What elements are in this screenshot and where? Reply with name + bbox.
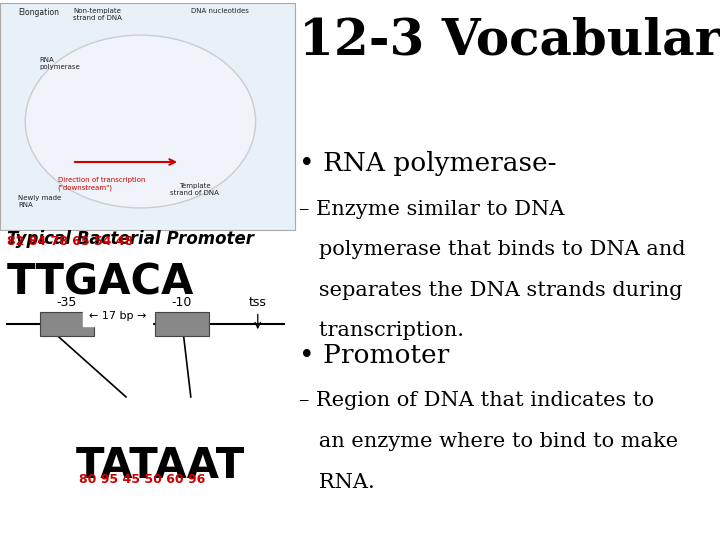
Text: separates the DNA strands during: separates the DNA strands during (299, 281, 683, 300)
Text: -35: -35 (56, 296, 76, 309)
Text: 80 95 45 50 60 96: 80 95 45 50 60 96 (79, 473, 205, 486)
Text: 82 84 78 65 54 48: 82 84 78 65 54 48 (7, 235, 133, 248)
Text: TTGACA: TTGACA (7, 262, 194, 304)
Text: • Promoter: • Promoter (299, 343, 449, 368)
Text: Elongation: Elongation (18, 8, 59, 17)
FancyBboxPatch shape (40, 312, 94, 336)
Text: – Region of DNA that indicates to: – Region of DNA that indicates to (299, 392, 654, 410)
Text: Newly made
RNA: Newly made RNA (18, 195, 61, 208)
Text: Template
strand of DNA: Template strand of DNA (170, 183, 219, 195)
Text: tss: tss (249, 296, 266, 309)
Text: -10: -10 (171, 296, 192, 309)
Text: Non-template
strand of DNA: Non-template strand of DNA (73, 8, 122, 21)
Text: TATAAT: TATAAT (76, 446, 245, 488)
Text: Direction of transcription
("downstream"): Direction of transcription ("downstream"… (58, 177, 145, 191)
Text: transcription.: transcription. (299, 321, 464, 340)
Text: – Enzyme similar to DNA: – Enzyme similar to DNA (299, 200, 564, 219)
Text: ← 17 bp →: ← 17 bp → (89, 311, 146, 321)
FancyBboxPatch shape (0, 3, 295, 229)
FancyBboxPatch shape (155, 312, 209, 336)
Text: RNA
polymerase: RNA polymerase (40, 57, 81, 70)
Text: polymerase that binds to DNA and: polymerase that binds to DNA and (299, 240, 685, 259)
Ellipse shape (25, 35, 256, 208)
Text: 12-3 Vocabulary: 12-3 Vocabulary (299, 16, 720, 66)
Text: an enzyme where to bind to make: an enzyme where to bind to make (299, 432, 678, 451)
Text: RNA.: RNA. (299, 472, 374, 491)
Text: DNA nucleotides: DNA nucleotides (191, 8, 248, 14)
Text: Typical Bacterial Promoter: Typical Bacterial Promoter (7, 230, 254, 247)
Text: • RNA polymerase-: • RNA polymerase- (299, 151, 557, 176)
